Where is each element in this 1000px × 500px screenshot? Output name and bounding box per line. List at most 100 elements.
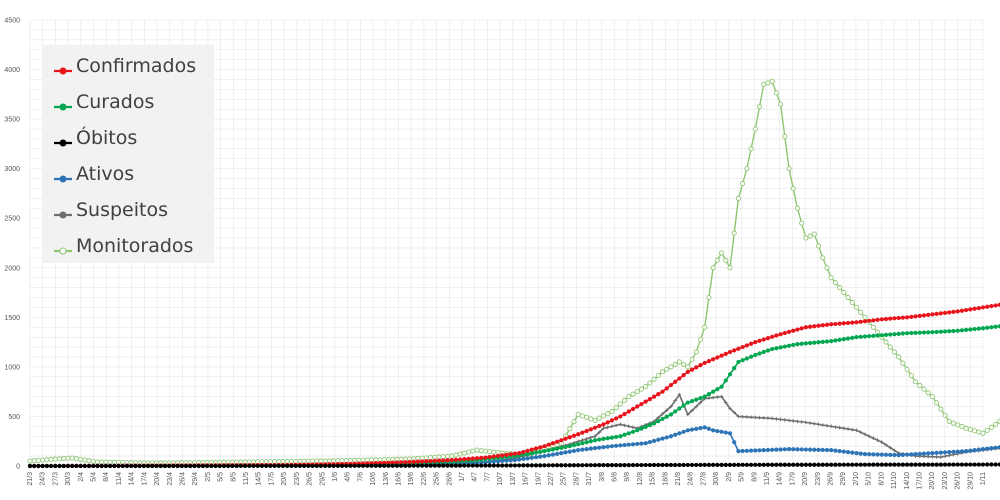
data-point xyxy=(508,452,513,457)
data-point xyxy=(86,463,92,469)
data-point xyxy=(609,444,615,449)
data-point xyxy=(597,445,602,450)
data-point xyxy=(968,327,973,332)
data-point xyxy=(980,430,986,436)
data-point xyxy=(651,438,657,443)
y-tick-label: 2000 xyxy=(4,265,20,272)
data-point xyxy=(238,463,243,469)
data-point xyxy=(601,436,606,442)
data-point xyxy=(394,463,399,468)
data-point xyxy=(609,408,615,415)
x-tick-label: 17/4 xyxy=(141,472,148,486)
data-point xyxy=(867,462,872,467)
data-point xyxy=(580,447,585,452)
data-point xyxy=(832,280,838,286)
x-tick-label: 25/6 xyxy=(434,472,441,486)
data-point xyxy=(668,412,674,417)
data-point xyxy=(770,346,775,352)
data-point xyxy=(942,450,948,455)
data-point xyxy=(723,257,729,263)
data-point xyxy=(761,337,766,342)
data-point xyxy=(697,337,704,343)
data-point xyxy=(964,449,969,454)
data-point xyxy=(48,463,54,469)
data-point xyxy=(521,463,526,468)
data-point xyxy=(707,396,711,400)
data-point xyxy=(82,463,87,469)
data-point xyxy=(609,463,615,468)
data-point xyxy=(711,428,716,433)
data-point xyxy=(685,428,690,433)
data-point xyxy=(774,447,779,452)
data-point xyxy=(403,460,408,465)
data-point xyxy=(947,462,952,467)
data-point xyxy=(546,453,551,458)
data-point xyxy=(432,458,437,463)
data-point xyxy=(188,463,193,469)
legend-item-monitorados: Monitorados xyxy=(54,231,193,261)
data-point xyxy=(478,448,484,454)
data-point xyxy=(938,329,943,334)
data-point xyxy=(913,452,918,457)
data-point xyxy=(795,419,800,424)
data-point xyxy=(748,341,754,346)
data-point xyxy=(769,78,775,84)
data-point xyxy=(482,448,488,454)
data-point xyxy=(676,359,682,365)
data-point xyxy=(757,462,762,467)
data-point xyxy=(698,425,703,431)
x-tick-label: 23/4 xyxy=(167,472,174,486)
x-tick-label: 26/4 xyxy=(179,472,186,486)
data-point xyxy=(946,418,952,424)
data-point xyxy=(491,449,497,455)
data-point xyxy=(858,430,863,435)
data-point xyxy=(939,455,943,459)
data-point xyxy=(318,463,324,468)
data-point xyxy=(694,365,699,370)
x-tick-label: 26/5 xyxy=(307,472,314,486)
data-point xyxy=(571,419,577,425)
data-point xyxy=(593,434,597,439)
data-point xyxy=(78,456,84,462)
data-point xyxy=(436,458,442,463)
data-point xyxy=(753,462,758,467)
data-point xyxy=(803,447,808,452)
data-point xyxy=(681,361,687,367)
data-point xyxy=(533,450,539,455)
x-tick-label: 30/8 xyxy=(713,472,720,486)
data-point xyxy=(668,434,674,439)
data-point xyxy=(74,463,79,469)
data-point xyxy=(567,463,572,468)
data-point xyxy=(580,463,585,468)
data-point xyxy=(858,319,863,324)
data-point xyxy=(559,445,564,450)
data-point xyxy=(829,424,833,429)
data-point xyxy=(285,463,290,468)
data-point xyxy=(27,458,33,464)
data-point xyxy=(605,444,610,449)
data-point xyxy=(842,426,846,431)
data-point xyxy=(988,424,994,430)
data-point xyxy=(850,450,855,455)
data-point xyxy=(436,463,442,468)
data-point xyxy=(327,463,332,468)
data-point xyxy=(740,358,745,363)
legend-item-suspeitos: Suspeitos xyxy=(54,195,168,225)
data-point xyxy=(736,414,741,419)
data-point xyxy=(845,450,851,455)
data-point xyxy=(48,456,54,462)
data-point xyxy=(639,462,644,468)
data-point xyxy=(643,384,649,390)
data-point xyxy=(673,398,677,403)
series-confirmados xyxy=(27,302,1000,469)
data-point xyxy=(997,324,1000,329)
data-point xyxy=(774,333,779,338)
data-point xyxy=(167,463,172,469)
data-point xyxy=(331,463,336,468)
data-point xyxy=(268,463,273,469)
x-tick-label: 11/5 xyxy=(243,472,250,485)
x-tick-label: 17/5 xyxy=(268,472,275,486)
x-tick-label: 20/4 xyxy=(154,472,161,486)
data-point xyxy=(542,453,547,459)
